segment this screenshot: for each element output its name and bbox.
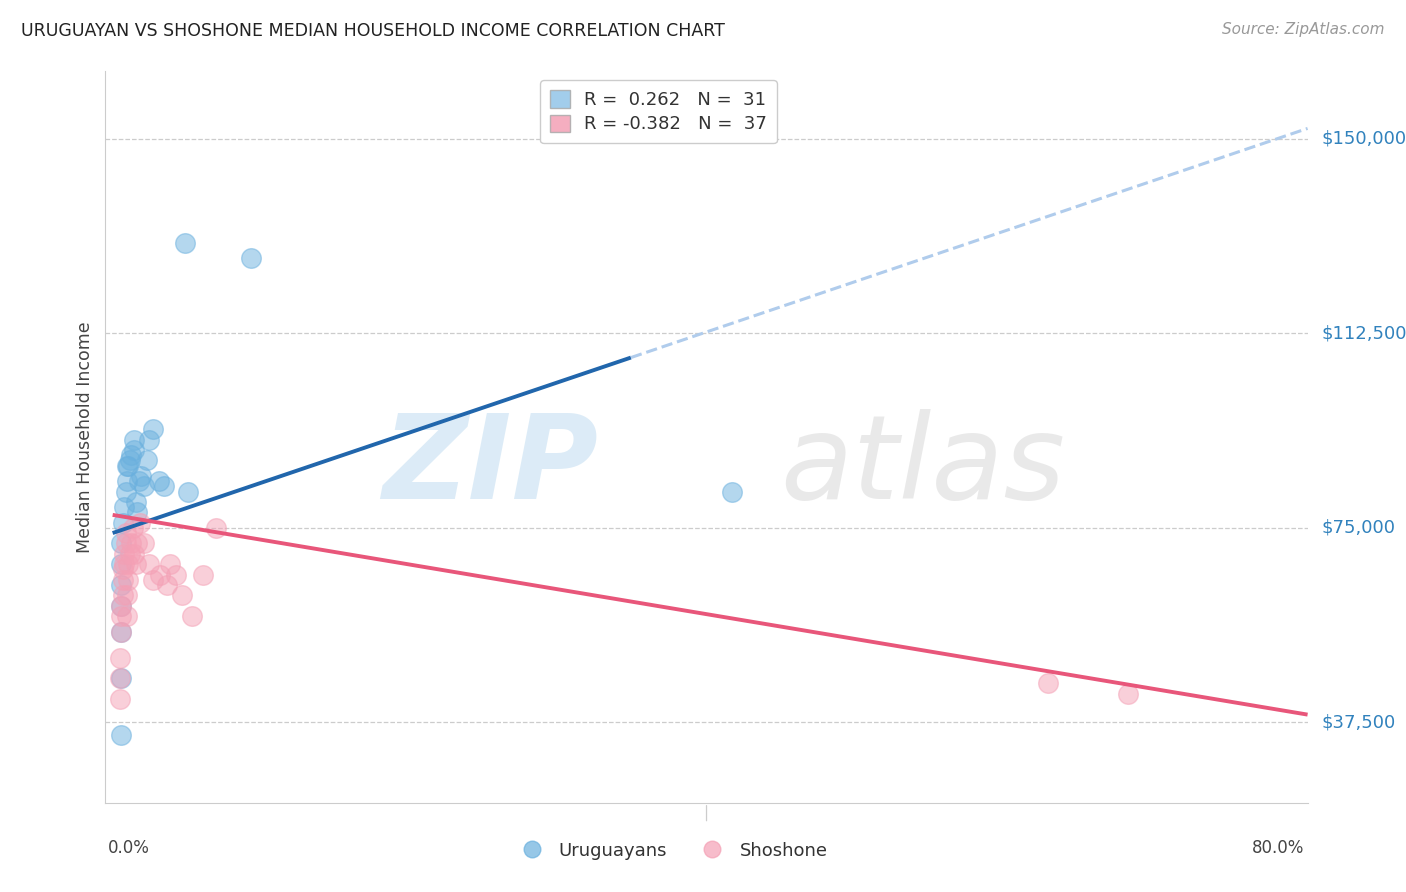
Point (127, 536, 149, 550)
Point (110, 578, 132, 592)
Point (117, 458, 139, 473)
Point (112, 547, 135, 561)
Point (110, 624, 132, 639)
Point (165, 567, 187, 582)
Point (110, 609, 132, 624)
Point (149, 567, 172, 582)
Point (115, 588, 138, 602)
Point (125, 557, 148, 571)
Point (1038, 676, 1060, 690)
Point (170, 588, 193, 602)
Point (112, 557, 135, 571)
Point (134, 536, 156, 550)
Point (114, 526, 136, 541)
Point (138, 433, 160, 447)
Point (108, 650, 131, 665)
Point (115, 474, 138, 488)
Point (136, 453, 159, 467)
Point (153, 479, 176, 493)
Point (111, 562, 134, 576)
Point (117, 573, 139, 587)
Point (122, 443, 145, 458)
Text: $150,000: $150,000 (1322, 130, 1406, 148)
Point (110, 624, 132, 639)
Point (142, 422, 165, 436)
Point (131, 469, 153, 483)
Point (108, 671, 131, 685)
Point (120, 536, 142, 550)
Point (159, 557, 181, 571)
Point (115, 609, 138, 624)
Point (112, 500, 135, 515)
Y-axis label: Median Household Income: Median Household Income (76, 321, 94, 553)
Point (1116, 687, 1139, 701)
Text: Source: ZipAtlas.com: Source: ZipAtlas.com (1222, 22, 1385, 37)
Text: URUGUAYAN VS SHOSHONE MEDIAN HOUSEHOLD INCOME CORRELATION CHART: URUGUAYAN VS SHOSHONE MEDIAN HOUSEHOLD I… (21, 22, 725, 40)
Point (180, 609, 202, 624)
Point (110, 599, 132, 613)
Text: $75,000: $75,000 (1322, 519, 1396, 537)
Point (239, 251, 262, 265)
Point (205, 521, 228, 535)
Point (125, 495, 148, 509)
Point (193, 567, 215, 582)
Point (110, 599, 132, 613)
Text: 0.0%: 0.0% (108, 839, 150, 857)
Point (120, 448, 142, 462)
Point (118, 453, 141, 467)
Point (111, 588, 134, 602)
Point (148, 474, 170, 488)
Text: ZIP: ZIP (382, 409, 599, 524)
Point (176, 484, 198, 499)
Point (110, 671, 132, 685)
Point (138, 557, 160, 571)
Point (114, 536, 136, 550)
Point (111, 516, 134, 530)
Point (115, 458, 138, 473)
Point (127, 505, 149, 519)
Text: $37,500: $37,500 (1322, 714, 1396, 731)
Point (110, 728, 132, 742)
Point (118, 547, 141, 561)
Point (108, 692, 131, 706)
Point (156, 578, 179, 592)
Point (122, 547, 145, 561)
Point (173, 235, 195, 250)
Point (117, 557, 139, 571)
Point (110, 536, 132, 550)
Point (114, 484, 136, 499)
Point (128, 474, 150, 488)
Text: $112,500: $112,500 (1322, 325, 1406, 343)
Text: 80.0%: 80.0% (1253, 839, 1305, 857)
Point (111, 573, 134, 587)
Text: atlas: atlas (780, 409, 1066, 524)
Point (134, 479, 156, 493)
Point (121, 521, 143, 535)
Point (720, 484, 742, 499)
Point (110, 557, 132, 571)
Legend: Uruguayans, Shoshone: Uruguayans, Shoshone (506, 835, 835, 867)
Point (129, 516, 152, 530)
Point (142, 573, 165, 587)
Point (122, 433, 145, 447)
